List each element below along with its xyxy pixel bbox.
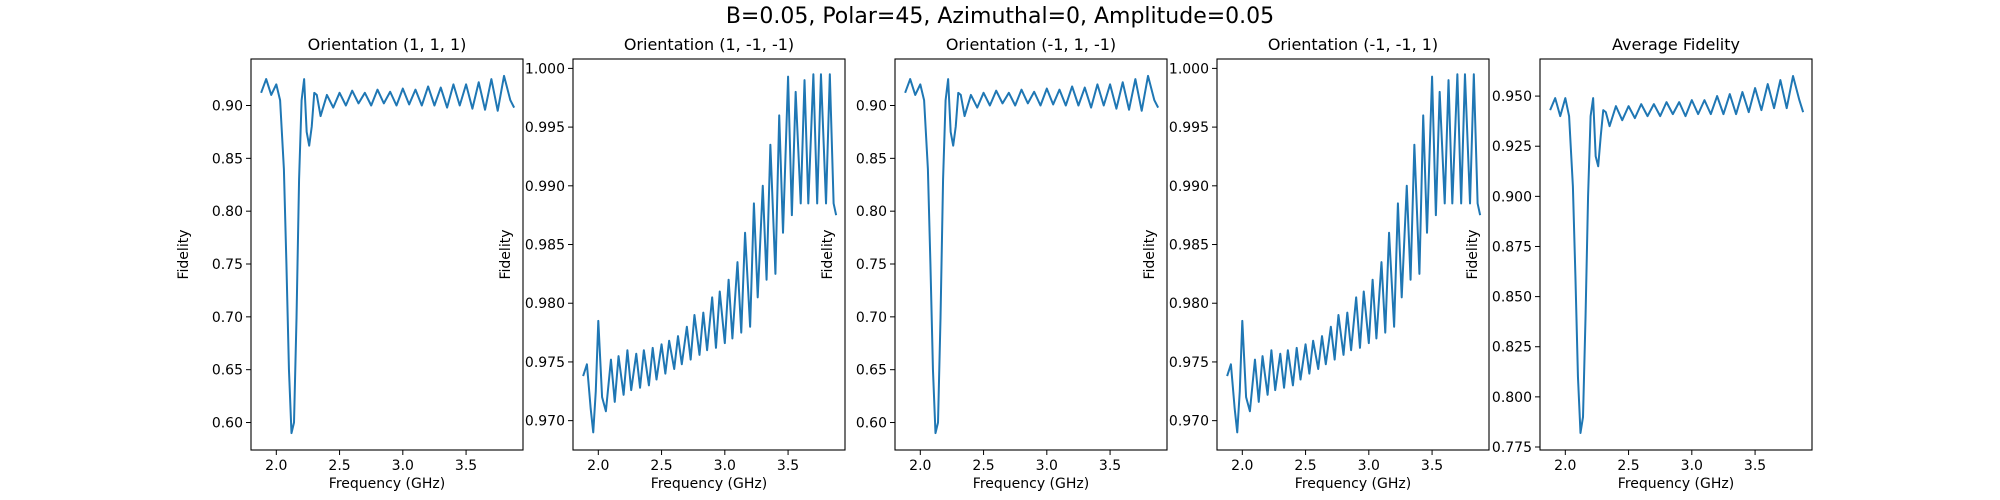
y-tick-label: 0.975 <box>1169 355 1209 371</box>
y-tick-label: 0.800 <box>1492 390 1532 406</box>
y-tick-label: 0.995 <box>525 120 565 136</box>
subplot-title: Average Fidelity <box>1612 35 1740 54</box>
series-line <box>904 74 1160 435</box>
x-tick-label: 3.0 <box>1681 458 1703 474</box>
x-axis-label: Frequency (GHz) <box>329 476 445 492</box>
y-tick-label: 0.990 <box>1169 179 1209 195</box>
x-tick-label: 3.5 <box>455 458 477 474</box>
y-tick-label: 0.900 <box>1492 189 1532 205</box>
y-tick-label: 0.825 <box>1492 340 1532 356</box>
y-tick-label: 0.70 <box>212 310 243 326</box>
y-tick-label: 0.80 <box>212 204 243 220</box>
y-tick-label: 0.970 <box>1169 414 1209 430</box>
y-tick-label: 0.985 <box>1169 238 1209 254</box>
subplot-3: 2.0 2.5 3.0 3.5 0.60 0.65 0.70 0.75 0.80 0.85 0.90… <box>820 35 1168 492</box>
x-tick-label: 2.0 <box>909 458 931 474</box>
subplot-2: 2.0 2.5 3.0 3.5 0.970 0.975 0.980 0.985 0.990 0.9… <box>498 35 846 492</box>
x-axis-label: Frequency (GHz) <box>651 476 767 492</box>
x-axis-label: Frequency (GHz) <box>1295 476 1411 492</box>
y-tick-label: 0.60 <box>212 416 243 432</box>
y-tick-label: 0.995 <box>1169 120 1209 136</box>
axes-frame <box>1539 58 1813 451</box>
x-tick-label: 3.0 <box>1036 458 1058 474</box>
x-tick-label: 3.5 <box>1744 458 1766 474</box>
series-line <box>1549 75 1805 434</box>
series-line <box>582 73 838 434</box>
x-tick-label: 2.0 <box>587 458 609 474</box>
x-tick-label: 3.0 <box>714 458 736 474</box>
y-axis-label: Fidelity <box>1142 230 1158 280</box>
subplot-title: Orientation (1, -1, -1) <box>624 35 794 54</box>
subplot-5: 2.0 2.5 3.0 3.5 0.775 0.800 0.825 0.850 0.875 0.9… <box>1465 35 1813 492</box>
x-tick-label: 3.5 <box>1421 458 1443 474</box>
y-tick-label: 0.90 <box>212 98 243 114</box>
y-tick-label: 0.85 <box>212 151 243 167</box>
y-tick-label: 0.70 <box>856 310 887 326</box>
x-tick-label: 2.5 <box>1617 458 1639 474</box>
y-axis-label: Fidelity <box>176 230 192 280</box>
y-tick-label: 0.65 <box>856 363 887 379</box>
y-tick-label: 0.950 <box>1492 89 1532 105</box>
x-tick-label: 2.5 <box>328 458 350 474</box>
x-tick-label: 3.5 <box>777 458 799 474</box>
x-tick-label: 2.5 <box>1294 458 1316 474</box>
axes-frame <box>250 58 524 451</box>
y-tick-label: 0.775 <box>1492 440 1532 456</box>
y-axis-label: Fidelity <box>498 230 514 280</box>
y-tick-label: 0.65 <box>212 363 243 379</box>
y-tick-label: 0.850 <box>1492 290 1532 306</box>
x-tick-label: 2.0 <box>265 458 287 474</box>
subplot-4: 2.0 2.5 3.0 3.5 0.970 0.975 0.980 0.985 0.990 0.9… <box>1142 35 1490 492</box>
y-tick-label: 1.000 <box>525 61 565 77</box>
subplot-1: 2.0 2.5 3.0 3.5 0.60 0.65 0.70 0.75 0.80 0.85 0.90… <box>176 35 524 492</box>
subplot-title: Orientation (-1, 1, -1) <box>946 35 1116 54</box>
x-tick-label: 3.0 <box>392 458 414 474</box>
x-tick-label: 2.0 <box>1231 458 1253 474</box>
figure-suptitle: B=0.05, Polar=45, Azimuthal=0, Amplitude… <box>725 4 1275 29</box>
axes-frame <box>572 58 846 451</box>
y-tick-label: 0.90 <box>856 98 887 114</box>
y-tick-label: 0.875 <box>1492 239 1532 255</box>
x-axis-label: Frequency (GHz) <box>973 476 1089 492</box>
y-axis-label: Fidelity <box>820 230 836 280</box>
x-tick-label: 2.5 <box>650 458 672 474</box>
y-tick-label: 0.85 <box>856 151 887 167</box>
x-tick-label: 3.5 <box>1099 458 1121 474</box>
subplot-title: Orientation (1, 1, 1) <box>308 35 467 54</box>
y-tick-label: 0.985 <box>525 238 565 254</box>
y-tick-label: 0.990 <box>525 179 565 195</box>
y-tick-label: 0.60 <box>856 416 887 432</box>
series-line <box>1226 73 1482 434</box>
y-tick-label: 1.000 <box>1169 61 1209 77</box>
x-axis-label: Frequency (GHz) <box>1618 476 1734 492</box>
y-tick-label: 0.75 <box>856 257 887 273</box>
y-tick-label: 0.975 <box>525 355 565 371</box>
y-tick-label: 0.980 <box>525 296 565 312</box>
series-line <box>260 74 516 435</box>
y-tick-label: 0.75 <box>212 257 243 273</box>
y-axis-label: Fidelity <box>1465 230 1481 280</box>
y-tick-label: 0.980 <box>1169 296 1209 312</box>
axes-frame <box>1216 58 1490 451</box>
subplot-title: Orientation (-1, -1, 1) <box>1268 35 1438 54</box>
x-tick-label: 2.0 <box>1554 458 1576 474</box>
x-tick-label: 2.5 <box>972 458 994 474</box>
y-tick-label: 0.80 <box>856 204 887 220</box>
y-tick-label: 0.925 <box>1492 139 1532 155</box>
axes-frame <box>894 58 1168 451</box>
x-tick-label: 3.0 <box>1358 458 1380 474</box>
y-tick-label: 0.970 <box>525 414 565 430</box>
